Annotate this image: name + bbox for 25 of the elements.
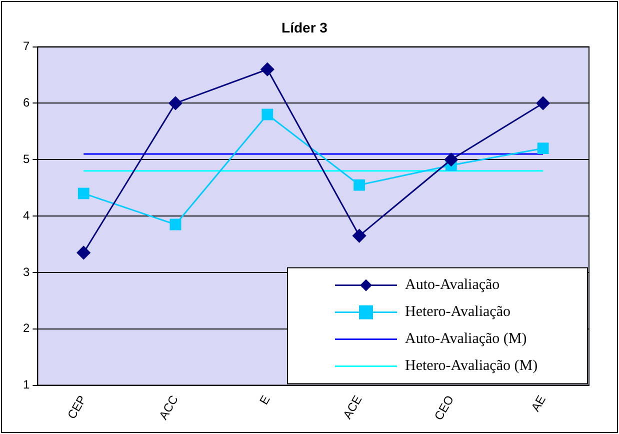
y-tick-label: 3: [22, 264, 30, 279]
point: [76, 246, 90, 260]
point: [444, 152, 458, 166]
point: [354, 179, 365, 191]
x-tick-label: AE: [528, 393, 549, 414]
y-tick-label: 5: [22, 152, 30, 166]
point: [170, 218, 182, 230]
point: [168, 96, 182, 110]
point: [262, 108, 274, 120]
point: [352, 229, 366, 243]
y-tick-label: 4: [22, 208, 30, 222]
y-tick-label: 7: [22, 39, 30, 54]
legend-label: Hetero-Avaliação (M): [405, 358, 538, 374]
point: [260, 62, 274, 76]
legend-label: Auto-Avaliação: [405, 277, 500, 294]
y-tick-label: 2: [22, 321, 30, 336]
point: [78, 188, 90, 200]
y-tick-label: 1: [22, 378, 30, 392]
y-tick-label: 6: [22, 96, 30, 110]
legend-label: Hetero-Avaliação: [405, 304, 510, 320]
x-tick-label: E: [256, 393, 273, 407]
legend-label: Auto-Avaliação (M): [405, 331, 527, 348]
point: [537, 142, 549, 154]
point: [536, 96, 550, 110]
chart-title: Líder 3: [282, 19, 328, 36]
